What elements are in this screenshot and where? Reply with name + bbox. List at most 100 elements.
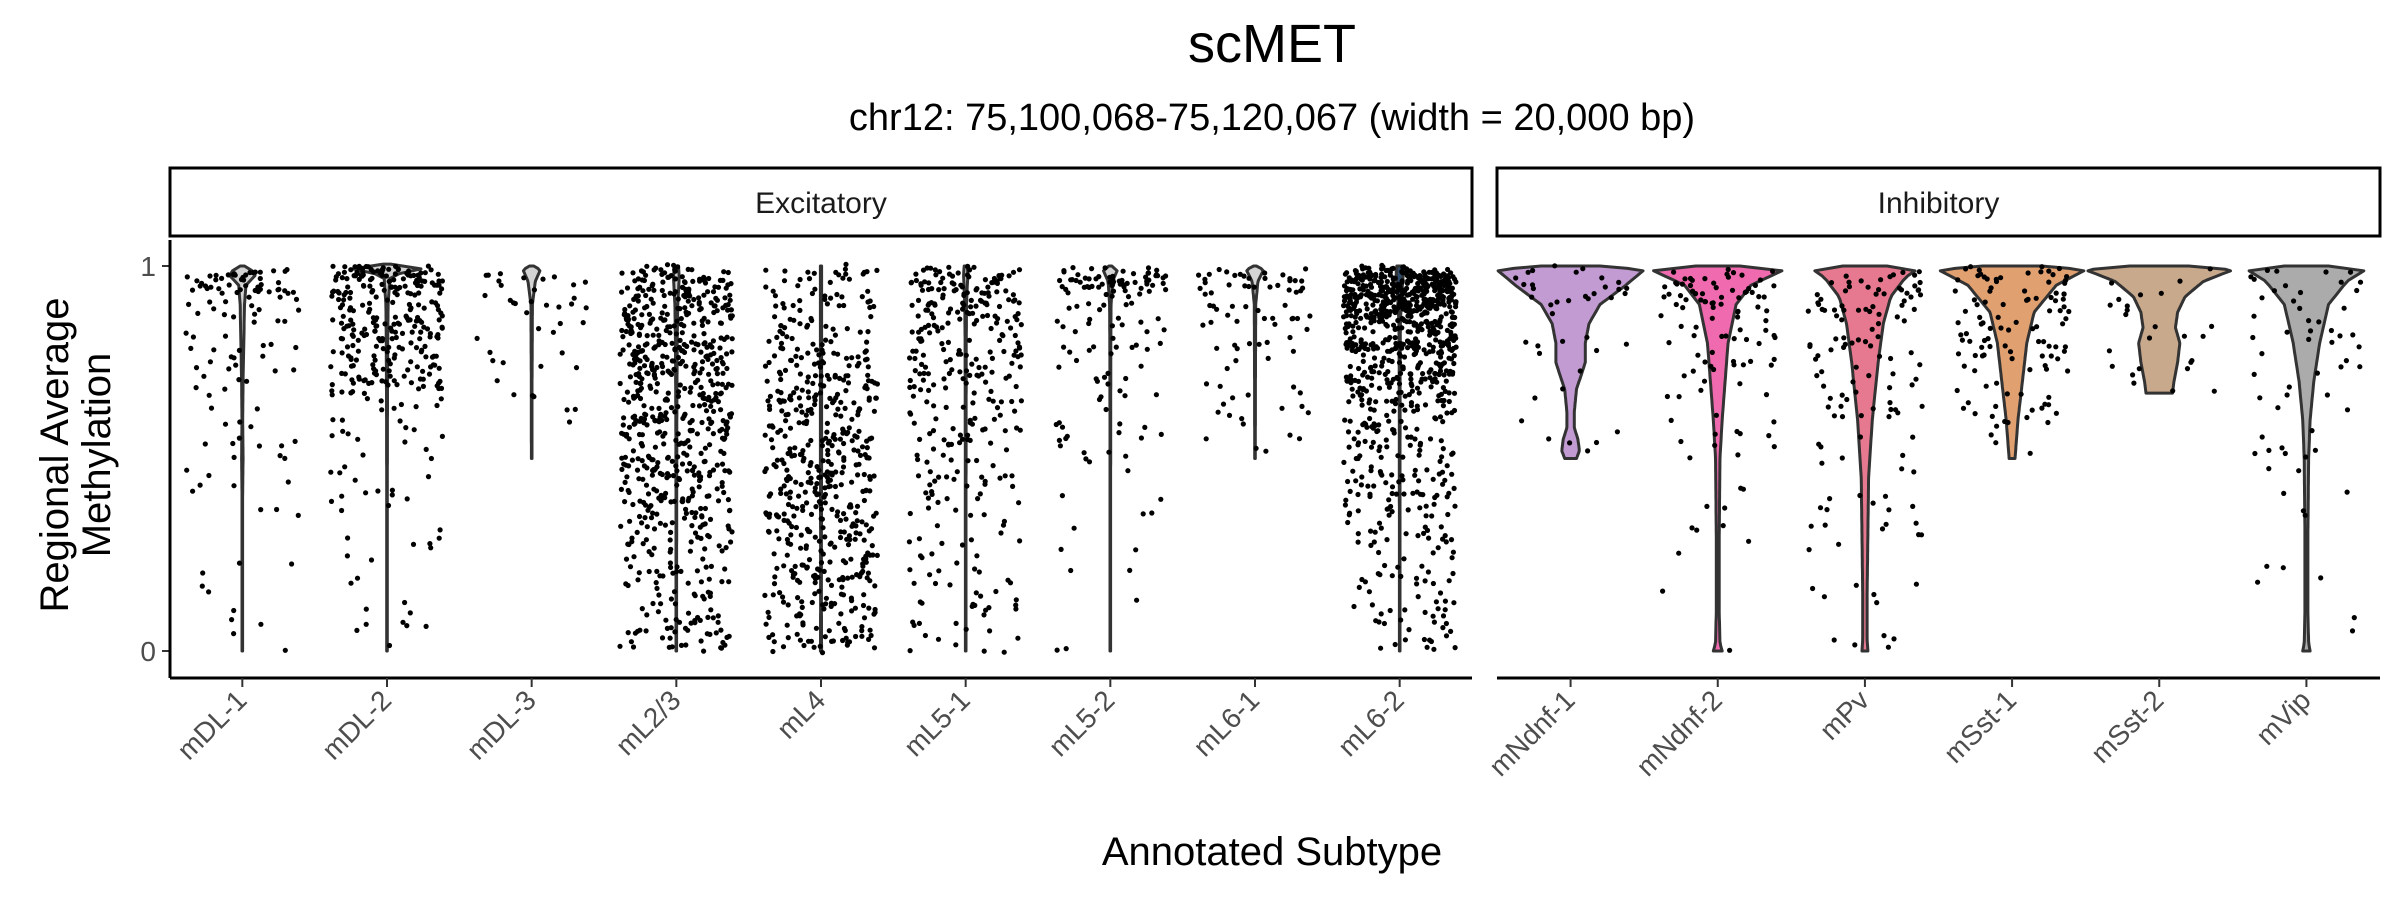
data-point [371, 353, 377, 359]
data-point [1987, 288, 1993, 294]
data-point [796, 395, 803, 401]
data-point [1103, 291, 1109, 298]
data-point [1429, 377, 1436, 383]
data-point [982, 364, 988, 370]
data-point [428, 545, 434, 551]
data-point [1096, 396, 1103, 403]
data-point [388, 325, 394, 331]
data-point [861, 269, 867, 275]
data-point [1347, 510, 1353, 516]
data-point [1203, 436, 1209, 442]
data-point [915, 297, 922, 303]
data-point [1343, 309, 1349, 315]
data-point [1891, 636, 1897, 642]
data-point [859, 294, 865, 300]
data-point [417, 336, 423, 342]
data-point [644, 333, 650, 339]
data-point [1437, 590, 1444, 596]
data-point [940, 452, 946, 458]
data-point [2300, 508, 2306, 514]
data-point [857, 406, 863, 412]
x-tick-label: mVip [2250, 684, 2317, 751]
data-point [1089, 266, 1095, 272]
data-point [421, 324, 427, 330]
data-point [629, 457, 636, 463]
data-point [348, 356, 354, 362]
data-point [384, 349, 390, 355]
data-point [1712, 442, 1718, 448]
data-point [1297, 390, 1303, 396]
data-point [654, 326, 660, 332]
data-point [1304, 326, 1310, 332]
data-point [772, 293, 779, 299]
data-point [682, 411, 688, 417]
data-point [411, 427, 417, 433]
data-point [1426, 342, 1432, 348]
data-point [868, 526, 875, 532]
data-point [919, 555, 925, 561]
data-point [551, 274, 558, 280]
data-point [398, 401, 404, 408]
data-point [963, 352, 969, 358]
data-point [968, 304, 974, 310]
data-point [282, 318, 288, 324]
data-point [932, 478, 938, 484]
data-point [1366, 589, 1372, 595]
data-point [1908, 350, 1914, 356]
data-point [2130, 372, 2136, 378]
data-point [2251, 276, 2257, 282]
data-point [1911, 469, 1917, 475]
data-point [1855, 307, 1862, 313]
data-point [641, 420, 647, 426]
data-point [911, 580, 917, 586]
data-point [1452, 299, 1458, 305]
jitter-points [906, 263, 1024, 655]
data-point [329, 293, 335, 299]
data-point [948, 441, 955, 447]
data-point [341, 292, 347, 298]
data-point [392, 271, 398, 277]
data-point [1411, 320, 1417, 326]
data-point [1391, 297, 1397, 303]
data-point [1004, 318, 1010, 324]
data-point [649, 283, 655, 289]
data-point [1421, 636, 1427, 643]
data-point [2107, 302, 2113, 308]
data-point [213, 277, 219, 283]
data-point [1819, 369, 1825, 375]
data-point [1408, 403, 1414, 409]
data-point [482, 292, 488, 299]
data-point [817, 643, 823, 649]
data-point [782, 268, 788, 274]
data-point [832, 332, 839, 338]
data-point [2259, 295, 2265, 301]
data-point [836, 449, 842, 455]
data-point [1374, 345, 1381, 351]
data-point [1015, 311, 1021, 317]
data-point [1407, 302, 1413, 308]
data-point [1009, 360, 1015, 366]
data-point [2152, 324, 2158, 330]
data-point [1129, 300, 1135, 306]
data-point [1400, 364, 1406, 370]
data-point [1086, 320, 1092, 327]
data-point [990, 398, 996, 404]
data-point [635, 349, 641, 355]
data-point [1887, 400, 1893, 406]
data-point [1593, 439, 1600, 446]
data-point [2282, 450, 2288, 457]
data-point [341, 297, 347, 303]
data-point [1417, 440, 1424, 446]
data-point [290, 289, 296, 295]
data-point [350, 342, 356, 349]
data-point [1818, 444, 1824, 450]
data-point [660, 279, 666, 285]
data-point [829, 443, 835, 449]
data-point [2284, 392, 2290, 398]
data-point [722, 468, 728, 474]
data-point [1687, 455, 1693, 461]
data-point [2280, 565, 2286, 571]
data-point [636, 570, 642, 576]
data-point [705, 356, 711, 362]
data-point [536, 326, 542, 332]
